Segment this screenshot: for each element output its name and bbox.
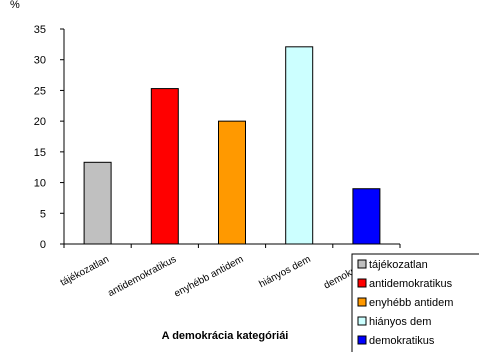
bar-2 bbox=[218, 120, 246, 245]
legend-swatch bbox=[357, 316, 367, 326]
bar-4 bbox=[352, 188, 381, 245]
y-tick-label: 25 bbox=[34, 85, 46, 97]
legend-label: demokratikus bbox=[369, 335, 435, 347]
legend-label: antidemokratikus bbox=[369, 278, 453, 290]
x-tick-label: enyhébb antidem bbox=[172, 254, 245, 300]
y-tick-label: 30 bbox=[34, 55, 46, 67]
bar-3 bbox=[285, 46, 314, 245]
y-tick-label: 20 bbox=[34, 116, 46, 128]
x-tick-label: tájékozatlan bbox=[59, 254, 111, 289]
y-axis: 0 5 10 15 20 25 30 35 bbox=[34, 24, 64, 251]
legend-swatch bbox=[357, 297, 367, 307]
x-tick-label: hiányos dem bbox=[257, 254, 312, 290]
y-tick-label: 5 bbox=[40, 208, 46, 220]
legend-swatch bbox=[357, 259, 367, 269]
y-tick-label: 0 bbox=[40, 239, 46, 251]
bar-1 bbox=[150, 88, 179, 245]
legend-swatch bbox=[357, 335, 367, 345]
x-axis-title: A demokrácia kategóriái bbox=[162, 330, 289, 342]
bar-0 bbox=[83, 161, 112, 245]
y-axis-label: % bbox=[10, 0, 20, 11]
y-tick-label: 15 bbox=[34, 147, 46, 159]
legend-box bbox=[351, 253, 479, 352]
legend-label: tájékozatlan bbox=[369, 259, 428, 271]
legend-label: hiányos dem bbox=[369, 316, 431, 328]
legend-label: enyhébb antidem bbox=[369, 297, 453, 309]
y-tick-label: 35 bbox=[34, 24, 46, 36]
legend-swatch bbox=[357, 278, 367, 288]
bars bbox=[83, 46, 381, 245]
legend: tájékozatlan antidemokratikus enyhébb anti… bbox=[351, 253, 479, 352]
y-tick-label: 10 bbox=[34, 178, 46, 190]
x-tick-label: antidemokratikus bbox=[106, 254, 178, 299]
